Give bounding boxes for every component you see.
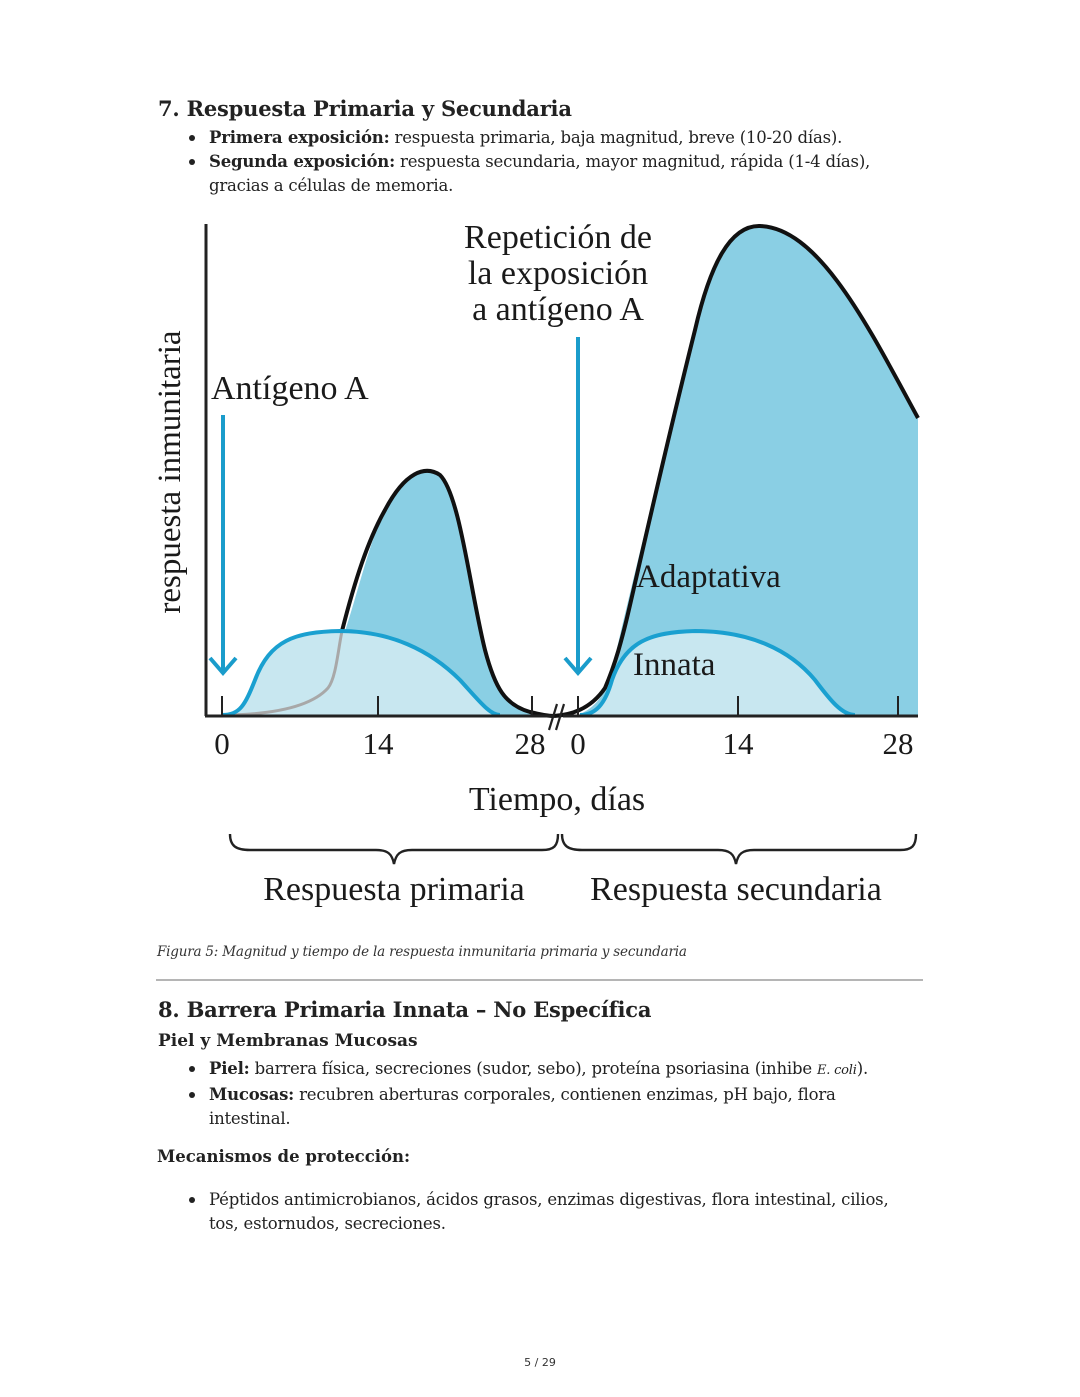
bullet-mucosas: Mucosas: recubren aberturas corporales, … <box>158 1083 918 1131</box>
axis-break-mark <box>547 703 559 731</box>
secondary-adaptive-area <box>578 225 918 715</box>
section-8-heading: 8. Barrera Primaria Innata – No Específi… <box>158 997 652 1022</box>
bullet-text: recubren aberturas corporales, contienen… <box>209 1085 836 1128</box>
primary-innate-line <box>221 628 501 717</box>
tick-label: 28 <box>883 726 914 761</box>
mechanisms-bullets: Péptidos antimicrobianos, ácidos grasos,… <box>158 1188 918 1236</box>
tick-label: 14 <box>723 726 755 761</box>
bullet-primera-exposicion: Primera exposición: respuesta primaria, … <box>158 126 918 150</box>
brace-primary <box>228 833 560 865</box>
bullet-label: Piel: <box>209 1059 250 1078</box>
section-7-bullets: Primera exposición: respuesta primaria, … <box>158 126 918 198</box>
bullet-label: Mucosas: <box>209 1085 295 1104</box>
primary-adaptive-line <box>340 468 555 718</box>
figure-caption: Figura 5: Magnitud y tiempo de la respue… <box>157 944 687 960</box>
secondary-innate-line <box>579 628 856 717</box>
bullet-text: respuesta primaria, baja magnitud, breve… <box>389 128 843 147</box>
immune-response-chart: 0 14 28 0 14 28 Antígeno A Repetición de… <box>152 219 920 908</box>
brace-secondary <box>560 833 918 865</box>
tick-label: 0 <box>570 726 586 761</box>
divider <box>156 979 923 981</box>
x-axis-label: Tiempo, días <box>469 781 645 818</box>
secondary-adaptive-line <box>553 223 920 718</box>
bullet-mechanisms: Péptidos antimicrobianos, ácidos grasos,… <box>158 1188 918 1236</box>
arrow-icon <box>563 337 593 677</box>
annotation-repeat-line-1: Repetición de <box>464 219 652 256</box>
tick-label: 0 <box>214 726 230 761</box>
bullet-text: respuesta secundaria, mayor magnitud, rá… <box>209 152 871 195</box>
section-8-bullets: Piel: barrera física, secreciones (sudor… <box>158 1057 918 1131</box>
label-adaptativa: Adaptativa <box>636 559 781 595</box>
secondary-innate-area <box>578 631 855 715</box>
tick-label: 28 <box>515 726 546 761</box>
bullet-text: barrera física, secreciones (sudor, sebo… <box>249 1059 817 1078</box>
primary-adaptive-area <box>222 470 550 715</box>
y-axis-label: respuesta inmunitaria <box>152 330 188 614</box>
bullet-piel: Piel: barrera física, secreciones (sudor… <box>158 1057 918 1083</box>
section-7-heading: 7. Respuesta Primaria y Secundaria <box>158 96 572 121</box>
primary-adaptive-hidden-line <box>229 630 344 717</box>
bullet-segunda-exposicion: Segunda exposición: respuesta secundaria… <box>158 150 918 198</box>
section-8-subheading: Piel y Membranas Mucosas <box>158 1031 418 1051</box>
arrow-icon <box>208 415 238 677</box>
bullet-text: ). <box>856 1059 869 1078</box>
annotation-repeat-line-3: a antígeno A <box>472 291 644 328</box>
bullet-label: Segunda exposición: <box>209 152 395 171</box>
brace-label-primary: Respuesta primaria <box>263 871 525 908</box>
page-indicator: 5 / 29 <box>524 1356 556 1369</box>
primary-innate-area <box>222 631 500 715</box>
bullet-italic-term: E. coli <box>816 1063 857 1078</box>
annotation-repeat-line-2: la exposición <box>468 255 648 292</box>
axis-break-mark <box>554 703 566 731</box>
label-innata: Innata <box>633 647 716 683</box>
mechanisms-heading: Mecanismos de protección: <box>157 1147 411 1166</box>
tick-label: 14 <box>363 726 395 761</box>
bullet-label: Primera exposición: <box>209 128 390 147</box>
annotation-antigen-a: Antígeno A <box>211 370 369 407</box>
brace-label-secondary: Respuesta secundaria <box>590 871 882 908</box>
